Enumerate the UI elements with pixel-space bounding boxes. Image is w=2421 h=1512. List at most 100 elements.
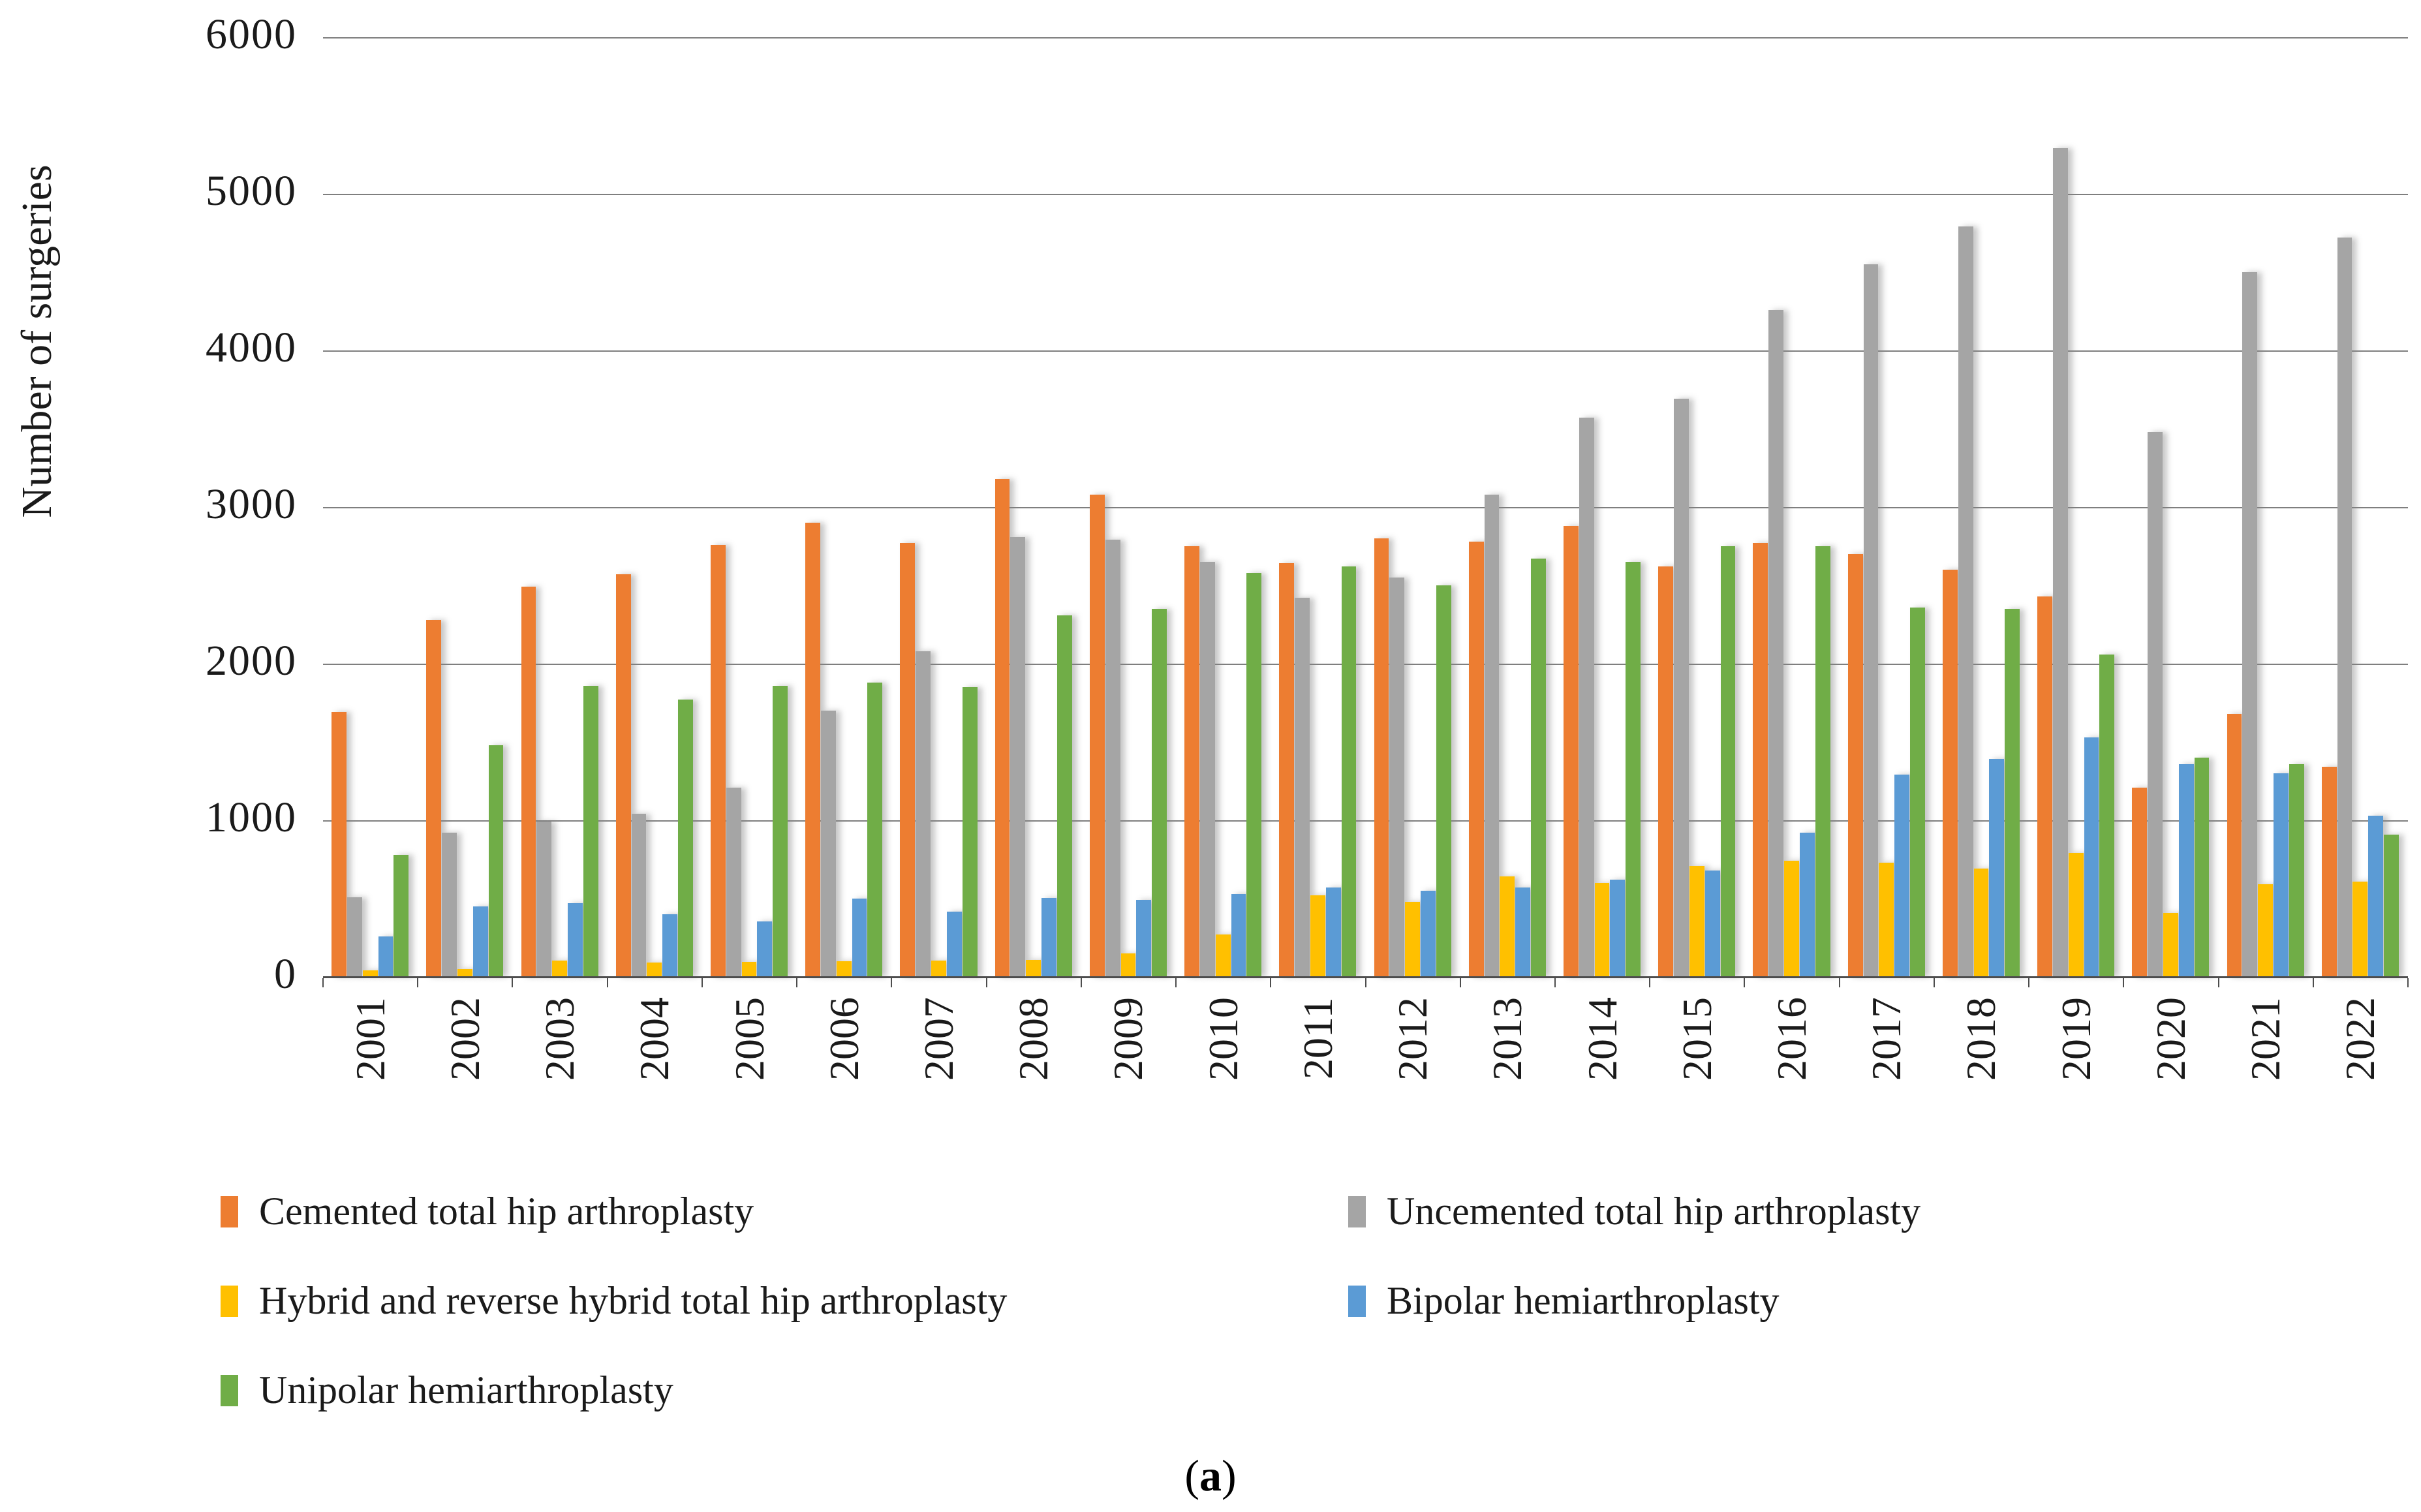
bar-2001-series-0 [332,712,347,977]
x-axis-tickmark [606,978,608,987]
bar-2003-series-1 [536,822,552,977]
bar-2022-series-4 [2384,834,2399,977]
x-axis-tickmark [1080,978,1082,987]
bar-2014-series-4 [1626,562,1641,977]
x-axis-tickmark [701,978,703,987]
bar-2003-series-3 [567,903,583,977]
bar-2009-series-0 [1089,494,1105,977]
legend-label: Unipolar hemiarthroplasty [259,1368,673,1412]
bar-2005-series-1 [726,787,741,977]
bar-2003-series-0 [521,587,536,977]
bar-2011-series-4 [1341,566,1357,977]
bar-2015-series-4 [1720,546,1736,977]
bar-2006-series-2 [836,961,852,977]
y-axis-title: Number of surgeries [13,164,61,518]
bar-2022-series-0 [2321,767,2337,977]
bar-2008-series-0 [995,478,1010,977]
x-tick-label-2022: 2022 [2337,997,2384,1081]
bar-2003-series-2 [552,960,567,977]
bar-2010-series-1 [1199,562,1215,977]
x-axis-tickmark [1838,978,1840,987]
bar-2010-series-3 [1231,893,1246,977]
x-axis-tickmark [1933,978,1935,987]
bar-2005-series-4 [773,685,788,977]
legend-item-3: Bipolar hemiarthroplasty [1348,1278,1780,1323]
x-axis-tickmark [1365,978,1366,987]
legend-label: Cemented total hip arthroplasty [259,1190,754,1233]
x-tick-label-2005: 2005 [726,997,773,1081]
x-axis-tickmark [2407,978,2409,987]
bar-2002-series-3 [472,906,488,977]
bar-2016-series-4 [1815,546,1830,977]
caption-letter: a [1199,1451,1222,1500]
bar-2017-series-4 [1909,607,1925,977]
bar-2009-series-1 [1105,540,1120,977]
x-axis-tickmark [1554,978,1556,987]
bar-2008-series-4 [1056,615,1072,977]
bar-2021-series-2 [2258,884,2274,977]
bar-2006-series-1 [821,711,836,977]
bar-2017-series-3 [1894,775,1909,977]
gridline-3000 [323,507,2408,508]
bar-2008-series-2 [1026,959,1041,977]
legend-swatch-icon [221,1196,238,1227]
bar-2020-series-3 [2178,764,2194,977]
x-tick-label-2009: 2009 [1105,997,1152,1081]
bar-2012-series-3 [1421,891,1436,977]
legend-swatch-icon [1348,1285,1366,1317]
bar-2020-series-2 [2163,912,2178,977]
y-tick-label-6000: 6000 [206,10,297,58]
bar-2013-series-2 [1500,876,1515,977]
bar-2012-series-0 [1374,538,1389,977]
legend-swatch-icon [221,1285,238,1317]
bar-2004-series-3 [662,914,678,977]
bar-2020-series-1 [2148,431,2163,977]
bar-2011-series-2 [1310,895,1325,977]
bar-2018-series-2 [1973,869,1989,977]
x-tick-label-2014: 2014 [1579,997,1626,1081]
bar-2009-series-2 [1120,953,1136,977]
legend-item-4: Unipolar hemiarthroplasty [221,1368,673,1413]
gridline-5000 [323,194,2408,195]
bar-2011-series-0 [1279,563,1295,977]
x-axis-tickmark [2217,978,2219,987]
bar-2014-series-3 [1610,880,1626,977]
x-axis-tickmark [1744,978,1746,987]
x-axis-line [323,976,2408,978]
legend-item-2: Hybrid and reverse hybrid total hip arth… [221,1278,1007,1323]
bar-2017-series-1 [1863,264,1879,977]
x-axis-tickmark [1175,978,1177,987]
legend-item-1: Uncemented total hip arthroplasty [1348,1189,1920,1234]
x-axis-tickmark [322,978,324,987]
x-axis-tickmark [985,978,987,987]
gridline-2000 [323,664,2408,665]
x-tick-label-2006: 2006 [820,997,867,1081]
x-tick-label-2010: 2010 [1199,997,1246,1081]
x-tick-label-2018: 2018 [1958,997,2005,1081]
x-axis-tickmark [1270,978,1272,987]
bar-2013-series-4 [1531,559,1546,977]
bar-2018-series-3 [1989,759,2005,977]
bar-2004-series-2 [647,963,662,977]
x-axis-tickmark [2123,978,2125,987]
bar-2015-series-2 [1689,865,1704,977]
bar-2013-series-3 [1515,887,1531,977]
y-tick-label-4000: 4000 [206,324,297,371]
bar-2011-series-1 [1295,598,1310,977]
bar-2018-series-4 [2005,609,2020,977]
bar-2019-series-1 [2052,148,2068,977]
x-tick-label-2003: 2003 [536,997,583,1081]
bar-2019-series-4 [2099,654,2115,977]
x-axis-tickmark [2028,978,2030,987]
bar-2008-series-3 [1041,897,1056,977]
bar-2006-series-3 [852,899,867,977]
bar-2001-series-1 [347,897,362,977]
bar-2016-series-3 [1799,833,1815,977]
bar-2014-series-2 [1594,883,1610,977]
x-tick-label-2008: 2008 [1010,997,1057,1081]
bar-2009-series-4 [1152,609,1167,977]
y-tick-label-2000: 2000 [206,637,297,685]
bar-2021-series-0 [2227,713,2242,977]
subfigure-caption: (a) [0,1450,2421,1502]
y-tick-label-0: 0 [274,950,297,998]
